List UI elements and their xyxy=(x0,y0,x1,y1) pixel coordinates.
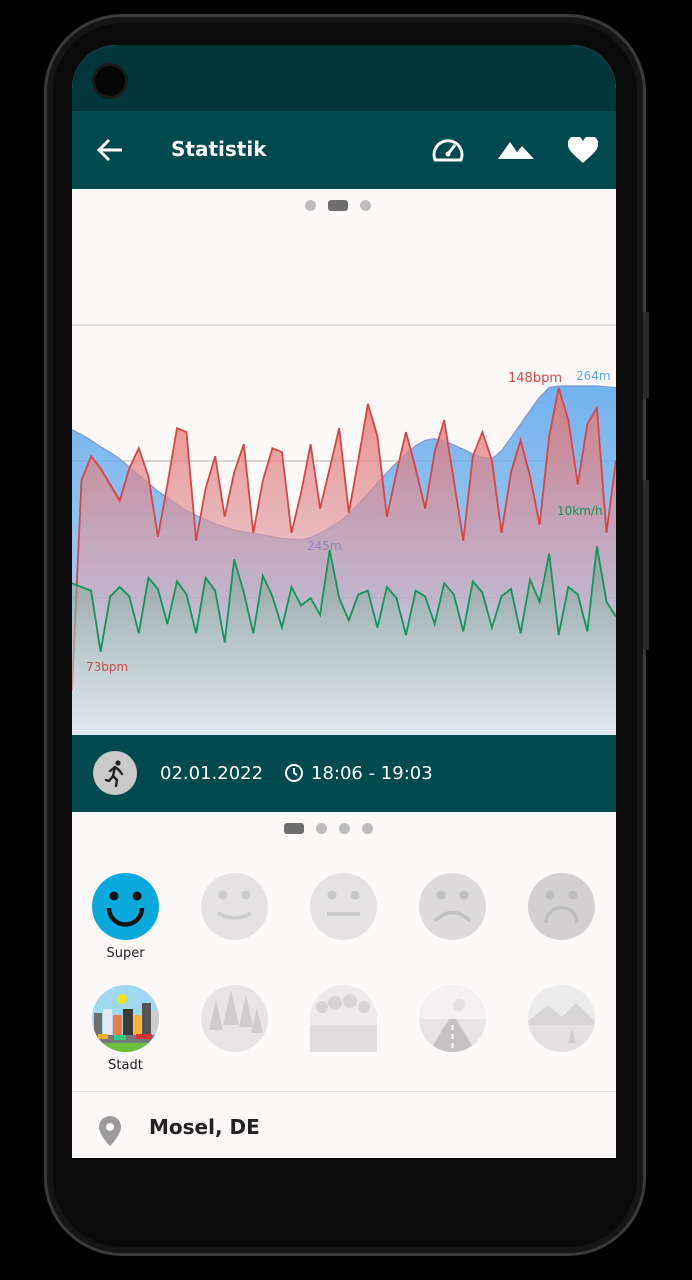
park-icon xyxy=(310,985,377,1052)
app-bar: Statistik xyxy=(72,111,616,189)
elevation-min-label: 245m xyxy=(307,539,342,553)
chart-pager[interactable] xyxy=(305,200,371,211)
mood-super[interactable]: Super xyxy=(92,873,159,961)
environment-city[interactable]: Stadt xyxy=(92,985,159,1073)
environment-road[interactable] xyxy=(419,985,486,1056)
location-pin-icon xyxy=(99,1116,121,1146)
mood-good[interactable] xyxy=(201,873,268,944)
environment-forest[interactable] xyxy=(201,985,268,1056)
location-row[interactable]: Mosel, DE xyxy=(72,1091,616,1158)
activity-chart: 148bpm 264m 245m 10km/h 73bpm xyxy=(72,324,616,735)
running-icon xyxy=(93,751,137,795)
road-icon xyxy=(419,985,486,1052)
speed-max-label: 10km/h xyxy=(557,504,603,518)
sad-face-icon xyxy=(419,873,486,940)
camera-icon xyxy=(92,63,128,99)
happy-face-icon xyxy=(201,873,268,940)
speed-line xyxy=(72,546,616,652)
mountain-lake-icon xyxy=(528,985,595,1052)
environment-mountain-lake[interactable] xyxy=(528,985,595,1056)
pager-dot[interactable] xyxy=(360,200,371,211)
clock-icon xyxy=(285,764,303,782)
volume-button xyxy=(643,312,649,398)
hr-min-label: 73bpm xyxy=(86,660,128,674)
very-happy-face-icon xyxy=(92,873,159,940)
elevation-max-label: 264m xyxy=(576,369,611,383)
pager-dot[interactable] xyxy=(316,823,327,834)
pager-dot-active[interactable] xyxy=(328,200,348,211)
activity-date: 02.01.2022 xyxy=(160,763,264,784)
mood-very-bad[interactable] xyxy=(528,873,595,944)
environment-park[interactable] xyxy=(310,985,377,1056)
power-button xyxy=(643,480,649,650)
forest-icon xyxy=(201,985,268,1052)
pager-dot[interactable] xyxy=(362,823,373,834)
activity-time: 18:06 - 19:03 xyxy=(311,763,433,784)
mountain-icon[interactable] xyxy=(498,139,534,161)
hr-max-label: 148bpm xyxy=(508,371,562,386)
page-title: Statistik xyxy=(171,137,267,161)
heart-rate-line xyxy=(72,387,616,691)
city-icon xyxy=(92,985,159,1052)
pager-dot-active[interactable] xyxy=(284,823,304,834)
location-text: Mosel, DE xyxy=(149,1115,260,1139)
screen: Statistik 148bpm 264m 245m 10km/h 73bpm … xyxy=(72,45,616,1158)
heart-icon[interactable] xyxy=(568,137,598,164)
speed-area xyxy=(72,546,616,735)
detail-pager[interactable] xyxy=(284,823,373,834)
mood-neutral[interactable] xyxy=(310,873,377,944)
activity-info-bar: 02.01.2022 18:06 - 19:03 xyxy=(72,735,616,812)
mood-label: Super xyxy=(106,946,145,961)
status-bar xyxy=(72,45,616,111)
very-sad-face-icon xyxy=(528,873,595,940)
neutral-face-icon xyxy=(310,873,377,940)
mood-bad[interactable] xyxy=(419,873,486,944)
arrow-left-icon[interactable] xyxy=(96,137,124,163)
environment-label: Stadt xyxy=(108,1058,143,1073)
pager-dot[interactable] xyxy=(339,823,350,834)
speedometer-icon[interactable] xyxy=(430,135,466,165)
pager-dot[interactable] xyxy=(305,200,316,211)
